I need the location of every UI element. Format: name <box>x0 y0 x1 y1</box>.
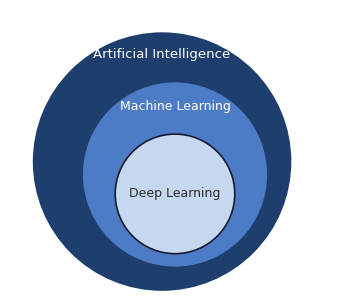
Circle shape <box>33 32 291 291</box>
Text: Artificial Intelligence: Artificial Intelligence <box>93 49 231 61</box>
Circle shape <box>83 82 267 266</box>
Text: Machine Learning: Machine Learning <box>120 100 230 113</box>
Circle shape <box>115 134 235 254</box>
Text: Deep Learning: Deep Learning <box>129 187 221 200</box>
